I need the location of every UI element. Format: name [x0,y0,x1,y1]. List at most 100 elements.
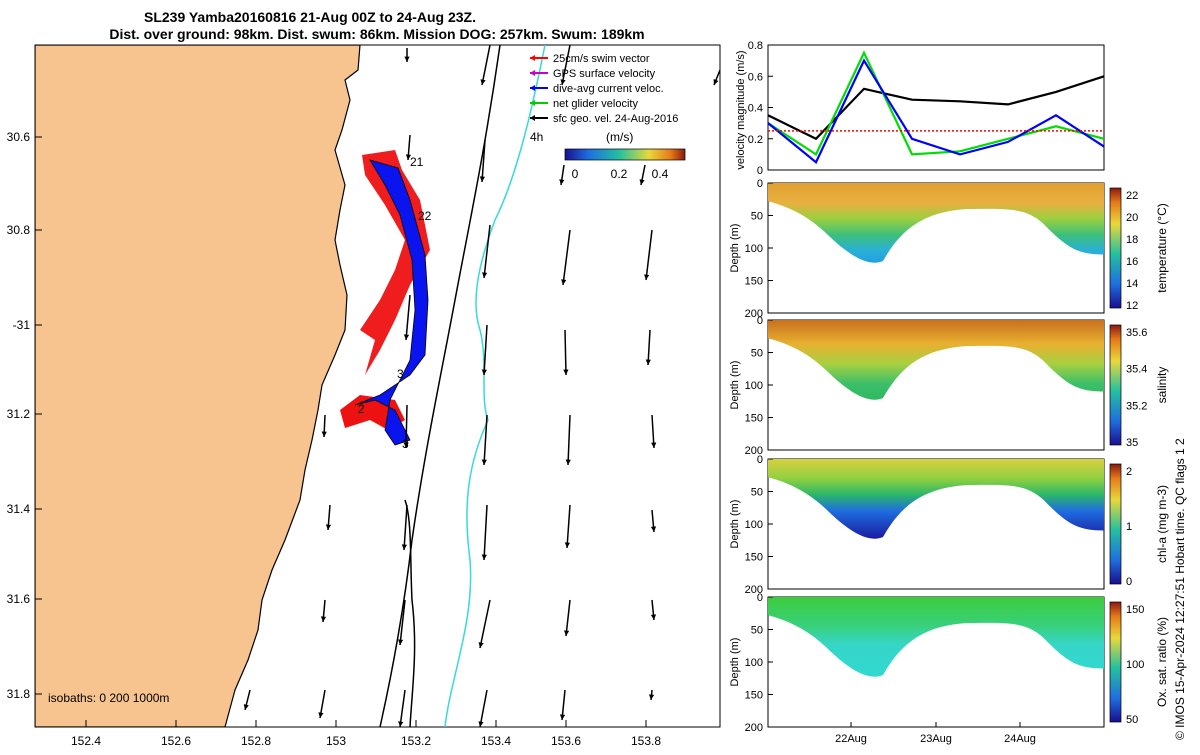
legend-label: net glider velocity [553,98,638,110]
geo-velocity-arrow [647,329,651,366]
geo-arrow-head [481,554,487,560]
colorbar-ticklabel: 150 [1126,604,1144,616]
geo-arrow-head [561,279,567,285]
map-x-ticklabel: 152.4 [71,734,101,748]
map-y-ticklabel: 31.4 [7,502,31,516]
geo-arrow-head [243,704,249,710]
vel-ticklabel: 0.2 [748,134,763,146]
colorbar-ticklabel: 18 [1126,234,1138,246]
geo-arrow-head [403,334,410,340]
colorbar-ticklabel: 20 [1126,212,1138,224]
swim-vectors [360,150,430,375]
section-colorbar [1109,601,1122,723]
geo-arrow-head [325,524,332,530]
section-field [768,320,1104,400]
depth-ticklabel: 50 [751,487,763,499]
colorbar-ticklabel: 100 [1126,659,1144,671]
geo-arrow-head [564,630,570,636]
geo-velocity-arrow [565,599,571,637]
geo-arrow-head [478,642,484,648]
geo-arrow-head [651,442,657,448]
geo-arrow-head [480,79,486,85]
glider-track [354,159,429,446]
vel-ticklabel: 0.6 [748,71,763,83]
speed-colorbar [564,148,686,161]
geo-velocity-arrow [651,414,655,449]
geo-velocity-arrow [483,414,488,466]
geo-velocity-arrow [479,599,491,649]
velocity-series [767,50,1105,164]
depth-ticklabel: 100 [745,380,763,392]
day-label-4: 2 [358,402,365,416]
geo-velocity-arrow [561,45,571,86]
geo-arrow-head [644,274,650,280]
geo-velocity-arrow [403,504,408,551]
legend-label: 25cm/s swim vector [553,53,650,65]
depth-ticklabel: 200 [745,445,763,457]
map-panel: 152.4 152.6 152.8 153 153.2 153.4 153.6 153.8 3… [7,44,721,748]
depth-ticklabel: 150 [745,552,763,564]
geo-arrow-head [713,79,719,85]
geo-velocity-arrow [567,414,571,466]
geo-arrow-head [318,712,324,718]
map-y-ticklabel: 31.2 [7,407,31,421]
colorbar-ticklabel: 22 [1126,190,1138,202]
map-x-ticklabel: 152.6 [161,734,191,748]
depth-ticklabel: 50 [751,625,763,637]
colorbar-ticklabel: 35 [1126,437,1138,449]
map-y-ticklabel: 31.6 [7,592,31,606]
geo-velocity-arrow [399,689,406,727]
depth-ticklabel: 200 [745,584,763,596]
isobaths-label: isobaths: 0 200 1000m [48,691,169,705]
map-y-ticklabel: 31.8 [7,687,31,701]
depth-ticklabel: 50 [751,348,763,360]
colorbar-ticklabel: 35.6 [1126,327,1147,339]
map-legend: 25cm/s swim vector GPS surface velocity di… [530,53,686,181]
geo-arrow-head [648,694,655,700]
geo-arrow-head [559,179,565,185]
section-field [768,459,1104,539]
geo-arrow-head [320,616,327,622]
map-y-ticklabel: 30.8 [7,223,31,237]
depth-ticklabel: 150 [745,690,763,702]
colorbar-ticklabel: 0 [1126,576,1132,588]
time-ticklabel: 23Aug [920,733,952,745]
cbar-tick-0: 0 [572,167,579,181]
geo-velocity-arrow [564,329,567,376]
vel-ticklabel: 0.8 [748,40,763,52]
map-x-ticklabel: 152.8 [241,734,271,748]
depth-ticklabel: 100 [745,519,763,531]
geo-arrow-head [564,542,570,548]
geo-velocity-arrow [481,139,486,183]
geo-velocity-arrow [405,404,408,449]
geo-arrow-head [405,154,412,160]
velocity-series-line [767,50,1105,157]
section-salinity: 0 50 100 150 200 Depth (m) 35 35.2 35.4 35.6 salin… [729,315,1169,457]
section-chl-a: 0 50 100 150 200 Depth (m) 0 1 2 chl-a (mg m-3) [729,454,1169,596]
map-y-ticklabel: 30.6 [7,130,31,144]
legend-label: sfc geo. vel. 24-Aug-2016 [553,113,678,125]
geo-arrow-head [565,459,571,465]
copyright-note: © IMOS 15-Apr-2024 12:27:51 Hobart time.… [1173,438,1187,740]
time-ticklabel: 24Aug [1004,733,1036,745]
geo-arrow-head [481,459,487,465]
cbar-tick-2: 0.4 [652,167,669,181]
depth-ticklabel: 150 [745,413,763,425]
geo-velocity-arrow [483,224,491,279]
legend-label: dive-avg current veloc. [553,83,664,95]
depth-ticklabel: 150 [745,276,763,288]
velocity-series-line [767,58,1105,164]
geo-arrow-head [404,56,410,62]
map-x-ticklabel: 153.4 [481,734,511,748]
colorbar-ticklabel: 16 [1126,256,1138,268]
map-x-ticklabel: 153.2 [401,734,431,748]
day-label-1: 21 [410,155,424,169]
geo-arrow-head [645,359,651,365]
shelf-line [404,499,416,727]
colorbar-label: Ox. sat. ratio (%) [1155,617,1169,707]
geo-arrow-head [650,526,657,532]
geo-arrow-head [650,614,657,620]
map-y-ticks: 30.6 30.8 -31 31.2 31.4 31.6 31.8 [7,130,42,701]
